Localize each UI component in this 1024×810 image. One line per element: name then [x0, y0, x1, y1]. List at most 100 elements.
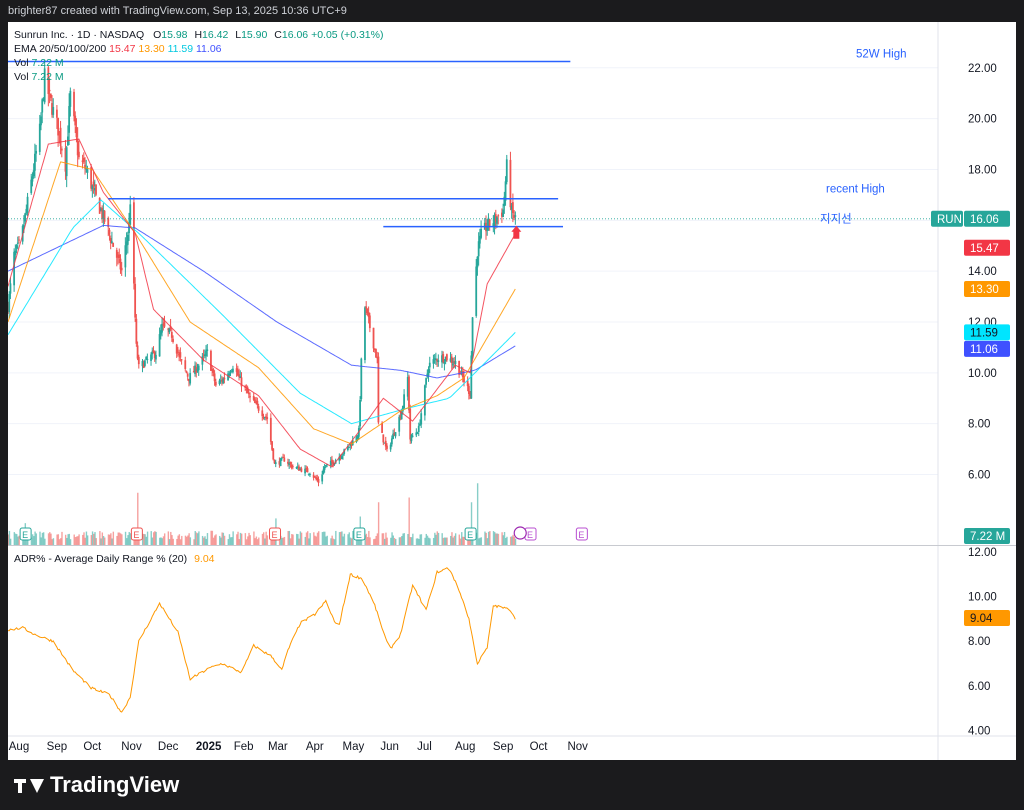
event-flash-icon[interactable]: [513, 526, 527, 540]
candle-body[interactable]: [30, 179, 33, 194]
candle-body[interactable]: [265, 416, 267, 418]
candle-body[interactable]: [497, 215, 500, 217]
candle-body[interactable]: [56, 109, 58, 118]
candle-body[interactable]: [382, 434, 385, 443]
candle-body[interactable]: [480, 228, 483, 238]
candle-body[interactable]: [52, 107, 55, 115]
candle-body[interactable]: [398, 416, 401, 432]
candle-body[interactable]: [111, 241, 113, 244]
candle-body[interactable]: [272, 448, 275, 460]
legend-symbol[interactable]: Sunrun Inc. · 1D · NASDAQ: [14, 29, 145, 41]
candle-body[interactable]: [476, 256, 479, 268]
candle-body[interactable]: [93, 187, 96, 191]
candle-body[interactable]: [449, 358, 452, 362]
candle-body[interactable]: [38, 123, 41, 152]
candle-body[interactable]: [394, 432, 397, 437]
candle-body[interactable]: [392, 433, 394, 440]
legend-ema-label[interactable]: EMA 20/50/100/200: [14, 43, 107, 55]
candle-body[interactable]: [316, 477, 319, 481]
candle-body[interactable]: [211, 369, 214, 371]
candle-body[interactable]: [304, 468, 306, 474]
candle-body[interactable]: [228, 373, 231, 376]
candle-body[interactable]: [269, 417, 272, 442]
candle-body[interactable]: [349, 443, 352, 446]
candle-body[interactable]: [229, 372, 232, 374]
candle-body[interactable]: [381, 422, 383, 433]
candle-body[interactable]: [137, 356, 140, 365]
candle-body[interactable]: [98, 198, 101, 214]
candle-body[interactable]: [43, 68, 46, 103]
candle-body[interactable]: [463, 376, 465, 383]
candle-body[interactable]: [329, 460, 332, 466]
candle-body[interactable]: [383, 442, 386, 444]
candle-body[interactable]: [504, 181, 507, 201]
candle-body[interactable]: [14, 250, 17, 256]
earnings-marker-icon[interactable]: [19, 527, 32, 541]
candle-body[interactable]: [125, 241, 128, 246]
candle-body[interactable]: [151, 351, 154, 355]
candle-body[interactable]: [279, 458, 282, 467]
candle-body[interactable]: [477, 241, 480, 257]
candle-body[interactable]: [436, 359, 438, 362]
candle-body[interactable]: [196, 369, 199, 371]
candle-body[interactable]: [432, 359, 435, 364]
candle-body[interactable]: [180, 359, 183, 361]
candle-body[interactable]: [366, 308, 369, 314]
candle-body[interactable]: [355, 437, 358, 442]
candle-body[interactable]: [339, 456, 342, 458]
candle-body[interactable]: [459, 373, 462, 375]
candle-body[interactable]: [31, 176, 34, 182]
candle-body[interactable]: [372, 327, 375, 349]
candle-body[interactable]: [324, 465, 327, 467]
candle-body[interactable]: [426, 373, 429, 377]
candle-body[interactable]: [368, 315, 371, 329]
candle-body[interactable]: [271, 441, 273, 450]
candle-body[interactable]: [471, 317, 474, 358]
candle-body[interactable]: [453, 361, 456, 364]
candle-body[interactable]: [245, 389, 248, 391]
candle-body[interactable]: [240, 377, 243, 387]
candle-body[interactable]: [350, 445, 353, 447]
candle-body[interactable]: [212, 369, 215, 373]
candle-body[interactable]: [494, 214, 497, 223]
candle-body[interactable]: [189, 373, 192, 384]
candle-body[interactable]: [503, 196, 506, 207]
candle-body[interactable]: [124, 245, 127, 268]
candle-body[interactable]: [417, 425, 420, 432]
candle-body[interactable]: [109, 238, 112, 243]
candle-body[interactable]: [309, 474, 311, 476]
candle-body[interactable]: [306, 468, 309, 473]
candle-body[interactable]: [102, 210, 105, 219]
candle-body[interactable]: [203, 354, 206, 357]
candle-body[interactable]: [175, 344, 178, 354]
candle-body[interactable]: [460, 371, 463, 373]
candle-body[interactable]: [186, 373, 189, 377]
candle-body[interactable]: [235, 368, 238, 372]
candle-body[interactable]: [206, 349, 209, 352]
candle-body[interactable]: [133, 202, 135, 284]
candle-body[interactable]: [222, 378, 225, 384]
candle-body[interactable]: [454, 361, 457, 364]
candle-body[interactable]: [136, 345, 139, 359]
candle-body[interactable]: [90, 167, 93, 189]
candle-body[interactable]: [283, 457, 286, 462]
candle-body[interactable]: [65, 147, 68, 177]
candle-body[interactable]: [26, 196, 29, 213]
candle-body[interactable]: [288, 462, 291, 465]
candle-body[interactable]: [466, 380, 469, 387]
candle-body[interactable]: [155, 354, 157, 360]
earnings-marker-icon[interactable]: [464, 527, 477, 541]
candle-body[interactable]: [408, 376, 410, 411]
candle-body[interactable]: [86, 169, 89, 173]
candle-body[interactable]: [33, 153, 36, 171]
candle-body[interactable]: [82, 157, 85, 162]
candle-body[interactable]: [162, 324, 165, 326]
candle-body[interactable]: [510, 205, 513, 210]
candle-body[interactable]: [76, 138, 79, 156]
candle-body[interactable]: [340, 456, 343, 460]
candle-body[interactable]: [338, 456, 341, 461]
earnings-marker-icon[interactable]: [269, 527, 282, 541]
candle-body[interactable]: [75, 126, 78, 138]
candle-body[interactable]: [119, 258, 122, 270]
candle-body[interactable]: [16, 242, 19, 244]
